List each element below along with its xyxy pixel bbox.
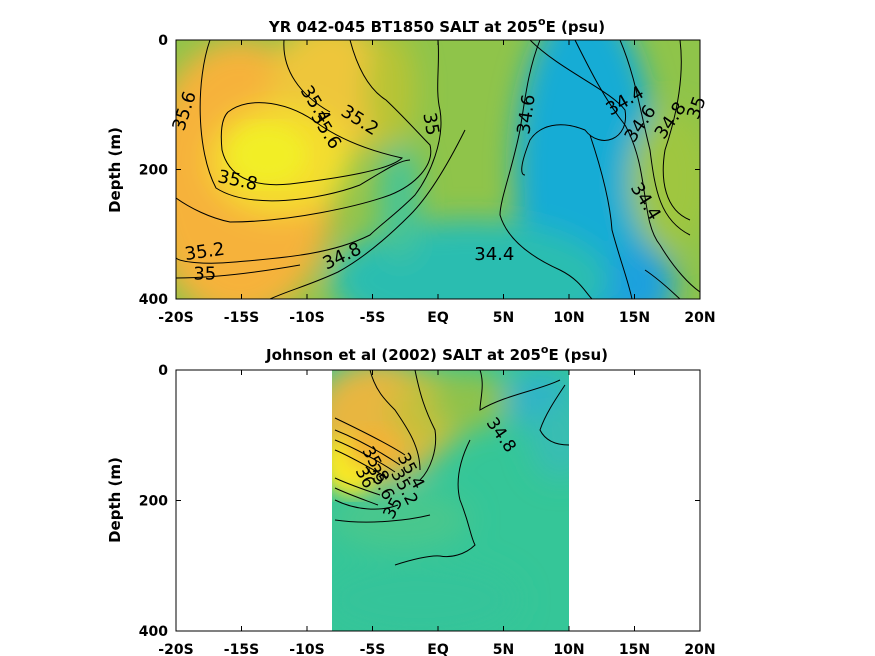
x-tick-label: 10N (553, 310, 584, 326)
panel-1-contours (176, 40, 700, 299)
y-tick-label: 200 (139, 494, 168, 510)
x-tick-label: -15S (224, 310, 259, 326)
y-tick-label: 0 (158, 33, 168, 49)
x-tick-label: 15N (619, 642, 650, 656)
contour-label: 35 (418, 111, 443, 137)
x-tick-label: -20S (158, 310, 193, 326)
panel-1-ticks: -20S -15S -10S -5S EQ 5N 10N 15N 20N 0 200 400 (139, 33, 716, 326)
y-tick-label: 200 (139, 163, 168, 179)
x-tick-label: EQ (427, 642, 449, 656)
x-tick-label: 10N (553, 642, 584, 656)
panel-2-salinity-field (332, 370, 569, 631)
panel-2-ylabel: Depth (m) (106, 457, 124, 543)
x-tick-label: 20N (684, 310, 715, 326)
x-tick-label: 5N (493, 642, 514, 656)
panel-1-title: YR 042-045 BT1850 SALT at 205oE (psu) (268, 15, 605, 36)
panel-1: YR 042-045 BT1850 SALT at 205oE (psu) (106, 15, 716, 326)
panel-2-title: Johnson et al (2002) SALT at 205oE (psu) (265, 343, 608, 364)
panel-1-ylabel: Depth (m) (106, 127, 124, 213)
x-tick-label: 5N (493, 310, 514, 326)
panel-2-contours (334, 370, 569, 566)
x-tick-label: -20S (158, 642, 193, 656)
contour-label: 35 (193, 263, 216, 284)
y-tick-label: 400 (139, 624, 168, 640)
x-tick-label: 20N (684, 642, 715, 656)
x-tick-label: -10S (289, 310, 324, 326)
x-tick-label: -15S (224, 642, 259, 656)
x-tick-label: -5S (360, 642, 386, 656)
y-tick-label: 400 (139, 292, 168, 308)
panel-2: Johnson et al (2002) SALT at 205oE (psu) (106, 343, 716, 656)
y-tick-label: 0 (158, 363, 168, 379)
contour-label: 34.4 (474, 244, 514, 265)
panel-2-ticks: -20S -15S -10S -5S EQ 5N 10N 15N 20N 0 200 400 (139, 363, 716, 656)
x-tick-label: 15N (619, 310, 650, 326)
x-tick-label: -5S (360, 310, 386, 326)
x-tick-label: EQ (427, 310, 449, 326)
x-tick-label: -10S (289, 642, 324, 656)
